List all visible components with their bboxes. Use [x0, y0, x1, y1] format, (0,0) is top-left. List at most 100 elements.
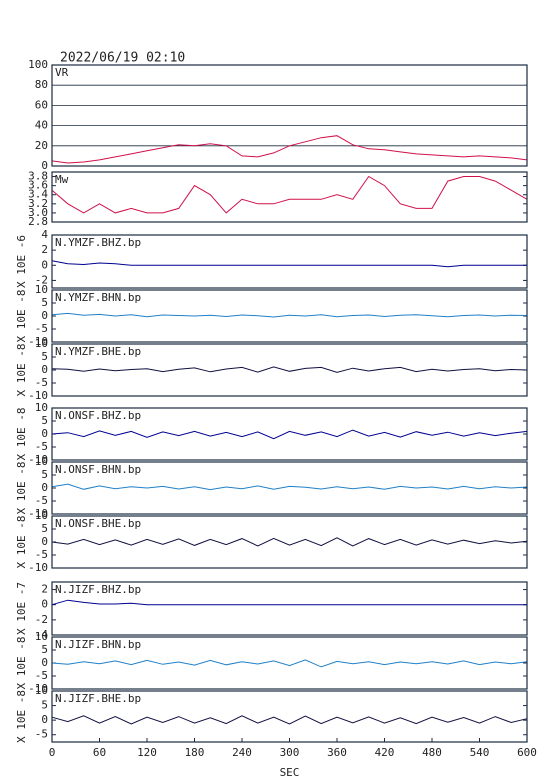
trace	[51, 537, 528, 547]
panel-label: N.ONSF.BHN.bp	[55, 463, 141, 476]
panel-label: N.ONSF.BHE.bp	[55, 517, 141, 530]
y-tick-label: 10	[35, 630, 48, 643]
y-tick-label: -5	[35, 322, 48, 335]
y-tick-label: 0	[41, 713, 48, 726]
y-tick-label: 5	[41, 643, 48, 656]
y-axis-label: X 10E -8	[15, 344, 28, 397]
y-tick-label: -5	[35, 376, 48, 389]
trace	[51, 366, 528, 373]
y-tick-label: 10	[35, 509, 48, 522]
panel-label: N.YMZF.BHZ.bp	[55, 236, 141, 249]
y-tick-label: 0	[41, 159, 48, 172]
y-tick-label: 3.8	[28, 170, 48, 183]
y-tick-label: 0	[41, 258, 48, 271]
y-tick-label: 5	[41, 699, 48, 712]
y-axis-label: X 10E -8	[15, 462, 28, 515]
x-tick-label: 540	[470, 746, 490, 759]
y-tick-label: 100	[28, 58, 48, 71]
panel-label: N.JIZF.BHN.bp	[55, 638, 141, 651]
y-tick-label: 0	[41, 481, 48, 494]
y-tick-label: 0	[41, 427, 48, 440]
y-tick-label: 2.8	[28, 215, 48, 228]
y-tick-label: -10	[28, 561, 48, 574]
x-tick-label: 600	[517, 746, 537, 759]
panel-label: N.YMZF.BHN.bp	[55, 291, 141, 304]
x-tick-label: 420	[375, 746, 395, 759]
x-axis-label: SEC	[280, 766, 300, 779]
y-axis-label: X 10E -8	[15, 637, 28, 690]
y-tick-label: 3.2	[28, 197, 48, 210]
y-tick-label: 5	[41, 468, 48, 481]
y-tick-label: 3.6	[28, 179, 48, 192]
y-tick-label: -2	[35, 273, 48, 286]
y-tick-label: 5	[41, 296, 48, 309]
y-tick-label: 60	[35, 98, 48, 111]
panel-frame	[51, 64, 528, 167]
y-tick-label: 10	[35, 283, 48, 296]
trace	[51, 175, 528, 214]
y-tick-label: 0	[41, 535, 48, 548]
y-tick-label: 10	[35, 684, 48, 697]
trace	[51, 483, 528, 491]
y-axis-label: X 10E -8	[15, 690, 28, 743]
y-tick-label: 10	[35, 337, 48, 350]
timestamp: 2022/06/19 02:10	[60, 51, 185, 66]
y-tick-label: 5	[41, 350, 48, 363]
y-tick-label: 2	[41, 583, 48, 596]
y-tick-label: -10	[28, 453, 48, 466]
y-tick-label: -10	[28, 389, 48, 402]
trace	[51, 135, 528, 164]
y-tick-label: 5	[41, 522, 48, 535]
y-axis-label: X 10E -8	[15, 516, 28, 569]
y-tick-label: 10	[35, 455, 48, 468]
y-tick-label: 0	[41, 363, 48, 376]
y-axis-label: X 10E -7	[15, 582, 28, 635]
y-tick-label: -5	[35, 440, 48, 453]
y-tick-label: -10	[28, 682, 48, 695]
panel-frame	[51, 289, 528, 343]
x-tick-label: 120	[137, 746, 157, 759]
x-tick-label: 360	[327, 746, 347, 759]
y-axis-label: X 10E -6	[15, 235, 28, 288]
y-tick-label: -2	[35, 613, 48, 626]
panel-label: N.JIZF.BHZ.bp	[55, 583, 141, 596]
y-tick-label: 3.0	[28, 206, 48, 219]
panel-frame	[51, 171, 528, 223]
panel-frame	[51, 636, 528, 690]
y-tick-label: 10	[35, 401, 48, 414]
y-tick-label: 2	[41, 243, 48, 256]
y-tick-label: 5	[41, 414, 48, 427]
panel-frame	[51, 407, 528, 461]
trace	[51, 715, 528, 725]
panel-label: N.YMZF.BHE.bp	[55, 345, 141, 358]
y-axis-label: X 10E -8	[15, 408, 28, 461]
y-tick-label: 3.4	[28, 188, 48, 201]
trace	[51, 659, 528, 668]
x-tick-label: 300	[280, 746, 300, 759]
x-tick-label: 480	[422, 746, 442, 759]
panel-frame	[51, 461, 528, 515]
y-axis-label: X 10E -8	[15, 290, 28, 343]
y-tick-label: 0	[41, 598, 48, 611]
y-tick-label: -5	[35, 728, 48, 741]
y-tick-label: -5	[35, 548, 48, 561]
y-tick-label: 0	[41, 656, 48, 669]
trace	[51, 429, 528, 440]
x-tick-label: 0	[49, 746, 56, 759]
panel-frame	[51, 581, 528, 636]
panel-frame	[51, 515, 528, 569]
y-tick-label: -5	[35, 669, 48, 682]
y-tick-label: -10	[28, 507, 48, 520]
y-tick-label: -10	[28, 335, 48, 348]
x-tick-label: 180	[185, 746, 205, 759]
trace	[51, 260, 527, 268]
y-tick-label: 20	[35, 139, 48, 152]
x-tick-label: 60	[93, 746, 106, 759]
y-tick-label: 0	[41, 309, 48, 322]
panel-label: N.ONSF.BHZ.bp	[55, 409, 141, 422]
trace	[51, 599, 527, 606]
trace	[51, 312, 528, 318]
y-tick-label: -4	[35, 628, 49, 641]
panel-label: VR	[55, 66, 69, 79]
